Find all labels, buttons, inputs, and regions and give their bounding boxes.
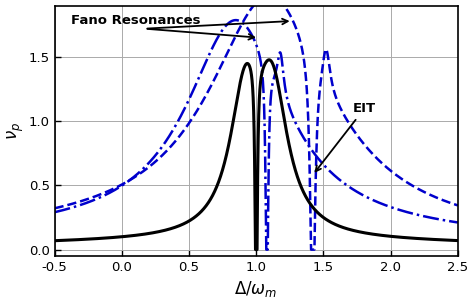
Text: Fano Resonances: Fano Resonances (71, 14, 200, 27)
Text: EIT: EIT (316, 102, 376, 171)
X-axis label: $\Delta/\omega_m$: $\Delta/\omega_m$ (235, 279, 278, 300)
Y-axis label: $\nu_p$: $\nu_p$ (6, 122, 26, 140)
